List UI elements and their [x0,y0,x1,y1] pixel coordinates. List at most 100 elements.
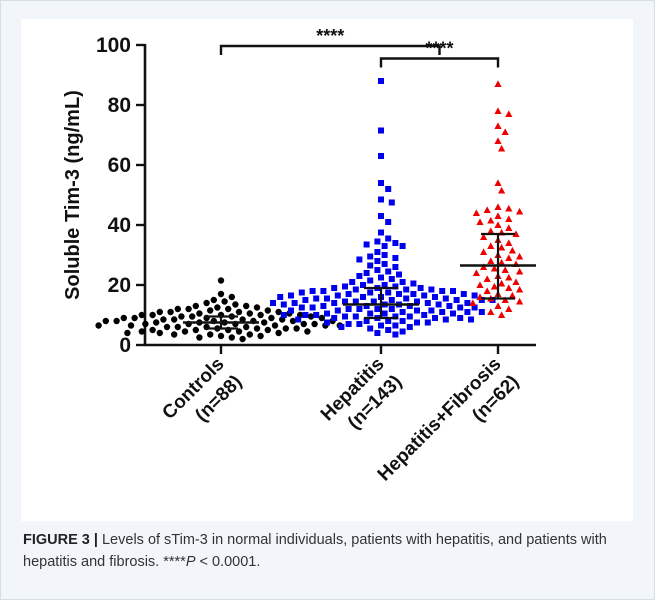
hepatitis-point [399,318,406,324]
hepatitis-point [460,291,467,297]
fibrosis-point [487,242,495,249]
caption-figure-label: FIGURE 3 | [23,532,98,548]
hepatitis-point [385,318,392,324]
hepatitis-point [334,292,341,299]
fibrosis-point [494,302,502,309]
control-point [181,328,189,335]
hepatitis-point [388,276,395,282]
control-point [282,325,289,332]
y-tick-label: 20 [108,274,131,297]
fibrosis-point [505,215,513,222]
y-tick-label: 60 [108,154,131,177]
hepatitis-point [363,241,370,248]
hepatitis-point [367,289,374,296]
caption-p-threshold: < 0.0001. [195,554,261,570]
control-point [138,328,145,335]
control-point [95,322,102,329]
hepatitis-point [378,196,384,203]
hepatitis-point [417,285,424,291]
hepatitis-point [410,280,417,287]
hepatitis-point [478,309,485,315]
hepatitis-point [428,286,435,293]
hepatitis-point [406,324,413,330]
control-point [174,305,181,313]
hepatitis-point [421,312,428,318]
control-point [210,296,217,304]
fibrosis-point [480,248,488,255]
fibrosis-point [476,281,484,288]
hepatitis-point [352,298,359,305]
hepatitis-point [360,282,366,288]
hepatitis-point [381,243,388,249]
control-point [192,302,199,310]
control-point [171,331,178,338]
significance-bracket [219,44,441,55]
hepatitis-point [367,262,374,269]
caption-p-symbol: P [185,554,196,570]
hepatitis-point [378,213,384,219]
fibrosis-point [476,218,484,225]
hepatitis-point [342,298,348,305]
caption-text: Levels of sTim-3 in normal individuals, … [23,532,607,570]
fibrosis-point [505,273,513,281]
x-category-label: Hepatitis+Fibrosis(n=62) [374,354,523,486]
fibrosis-point [498,279,506,287]
hepatitis-point [432,315,438,321]
control-point [131,314,138,322]
hepatitis-point [374,306,381,312]
control-point [228,334,235,341]
fibrosis-point [505,110,513,117]
control-point [243,302,250,310]
hepatitis-point [324,319,330,326]
fibrosis-point [498,186,506,194]
hepatitis-point [468,316,474,323]
hepatitis-point [277,294,284,300]
control-point [257,332,264,340]
data-points [95,78,524,343]
hepatitis-point [385,186,392,192]
hepatitis-point [428,307,435,314]
hepatitis-point [374,249,381,255]
control-point [189,313,196,320]
control-point [196,334,203,341]
hepatitis-point [363,270,370,276]
fibrosis-point [505,204,513,212]
hepatitis-point [464,309,471,315]
control-point [153,319,160,326]
hepatitis-point [367,253,374,260]
hepatitis-point [356,256,363,263]
fibrosis-point [494,107,502,114]
hepatitis-point [464,300,471,306]
hepatitis-point [378,78,384,84]
fibrosis-point [501,128,509,135]
control-point [167,308,174,316]
hepatitis-point [424,300,431,306]
hepatitis-point [363,303,370,309]
hepatitis-point [374,330,381,336]
hepatitis-point [388,306,395,312]
control-point [196,310,203,317]
control-point [142,320,149,328]
control-point [318,314,325,322]
x-category-label: Controls(n=88) [158,354,246,426]
fibrosis-point [505,305,513,312]
fibrosis-point [494,179,502,186]
hepatitis-point [280,301,287,308]
control-point [185,305,192,313]
control-point [253,304,261,311]
y-axis-title: Soluble Tim-3 (ng/mL) [62,90,84,300]
hepatitis-point [414,319,420,326]
fibrosis-point [508,291,516,299]
hepatitis-point [392,322,399,329]
hepatitis-point [432,294,438,300]
control-point [300,320,307,328]
fibrosis-point [487,257,495,264]
hepatitis-point [291,300,298,306]
hepatitis-point [309,304,316,311]
control-point [138,311,145,319]
control-point [264,326,271,334]
fibrosis-point [498,243,506,251]
fibrosis-point [516,267,524,275]
hepatitis-point [392,255,399,261]
hepatitis-point [288,292,294,299]
